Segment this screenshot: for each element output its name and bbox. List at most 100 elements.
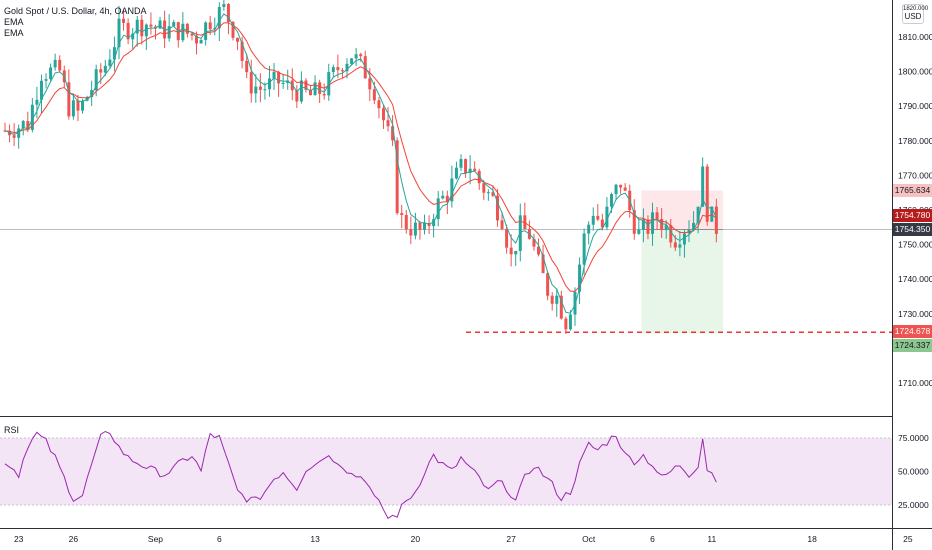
candle-body — [254, 86, 258, 94]
current-price-tag: 1754.780 — [893, 209, 932, 222]
candle-body — [153, 26, 157, 29]
symbol-title[interactable]: Gold Spot / U.S. Dollar, 4h, OANDA — [4, 6, 147, 16]
candle-body — [249, 72, 253, 94]
candle-body — [459, 159, 463, 168]
candle-body — [651, 212, 655, 234]
candle-body — [12, 135, 16, 138]
candle-body — [509, 247, 513, 255]
candle-body — [441, 195, 445, 199]
candle-body — [304, 80, 308, 90]
candle-body — [108, 59, 112, 66]
candle-body — [199, 40, 203, 44]
candle-body — [76, 100, 80, 111]
candle-body — [140, 19, 144, 37]
chart-legend: Gold Spot / U.S. Dollar, 4h, OANDA EMA E… — [4, 6, 147, 39]
rsi-pane-label[interactable]: RSI — [4, 425, 20, 435]
candle-body — [482, 183, 486, 193]
level-price-tag: 1724.678 — [893, 325, 932, 338]
candle-body — [190, 33, 194, 36]
candle-body — [413, 222, 417, 236]
candle-body — [163, 20, 167, 39]
candle-body — [495, 195, 499, 221]
candle-body — [122, 18, 126, 23]
candle-body — [58, 59, 62, 71]
candle-body — [94, 69, 98, 91]
candle-body — [318, 82, 322, 94]
candle-body — [309, 89, 313, 96]
rsi-line — [4, 430, 717, 520]
time-tick-label: 11 — [707, 534, 716, 544]
candle-body — [17, 128, 21, 138]
candle-body — [678, 244, 682, 248]
time-tick-label: 18 — [807, 534, 817, 544]
time-tick-label: 26 — [69, 534, 79, 544]
candle-body — [226, 4, 230, 22]
candle-body — [144, 24, 148, 37]
candle-body — [99, 69, 103, 73]
price-tick-label: 1790.000 — [898, 101, 932, 111]
candle-body — [568, 314, 572, 330]
candle-body — [464, 159, 468, 173]
candle-body — [582, 233, 586, 265]
candle-body — [391, 126, 395, 141]
candle-body — [537, 246, 541, 255]
candle-body — [277, 71, 281, 84]
candle-body — [523, 215, 527, 230]
candle-body — [623, 187, 627, 191]
ema-slow-line — [4, 22, 717, 292]
candle-body — [505, 228, 509, 248]
candle-body — [26, 121, 30, 130]
rsi-tick-label: 25.0000 — [898, 500, 929, 510]
price-tick-label: 1810.000 — [898, 32, 932, 42]
ema-fast-line — [4, 13, 717, 314]
candle-body — [258, 86, 262, 90]
candle-body — [559, 295, 563, 319]
candle-body — [564, 318, 568, 330]
candle-body — [705, 166, 709, 222]
price-tick-label: 1750.000 — [898, 240, 932, 250]
candle-body — [149, 24, 153, 27]
candle-body — [591, 215, 595, 225]
price-tick-label: 1800.000 — [898, 67, 932, 77]
candle-body — [90, 90, 94, 98]
candle-body — [400, 213, 404, 215]
candle-body — [682, 233, 686, 245]
candle-body — [340, 70, 344, 72]
candle-body — [555, 295, 559, 304]
candle-body — [486, 192, 490, 194]
candle-body — [53, 59, 57, 68]
candle-body — [263, 89, 267, 91]
currency-unit-button[interactable]: 1820.000 USD — [902, 4, 929, 24]
price-tick-label: 1710.000 — [898, 378, 932, 388]
candle-body — [395, 140, 399, 214]
candle-body — [386, 120, 390, 127]
candle-body — [468, 168, 472, 173]
candle-body — [236, 37, 240, 42]
candle-body — [637, 229, 641, 234]
candle-body — [204, 22, 208, 41]
ema-fast-label[interactable]: EMA — [4, 17, 24, 27]
rsi-band — [0, 438, 892, 505]
candle-body — [272, 71, 276, 79]
candle-body — [381, 108, 385, 121]
candle-body — [299, 80, 303, 102]
candle-body — [696, 206, 700, 223]
time-tick-label: Sep — [148, 534, 163, 544]
candle-body — [445, 195, 449, 202]
candle-body — [39, 80, 43, 100]
candle-body — [295, 90, 299, 102]
candle-body — [605, 206, 609, 228]
rsi-tick-label: 75.0000 — [898, 433, 929, 443]
candle-body — [450, 178, 454, 202]
candle-body — [231, 21, 235, 38]
candle-body — [477, 170, 481, 184]
currency-top-price: 1820.000 — [903, 6, 929, 12]
price-tick-label: 1730.000 — [898, 309, 932, 319]
time-tick-label: 20 — [411, 534, 421, 544]
ema-slow-label[interactable]: EMA — [4, 28, 24, 38]
candle-body — [208, 22, 212, 30]
candle-body — [71, 100, 75, 117]
candle-body — [126, 22, 130, 40]
candle-body — [473, 168, 477, 171]
